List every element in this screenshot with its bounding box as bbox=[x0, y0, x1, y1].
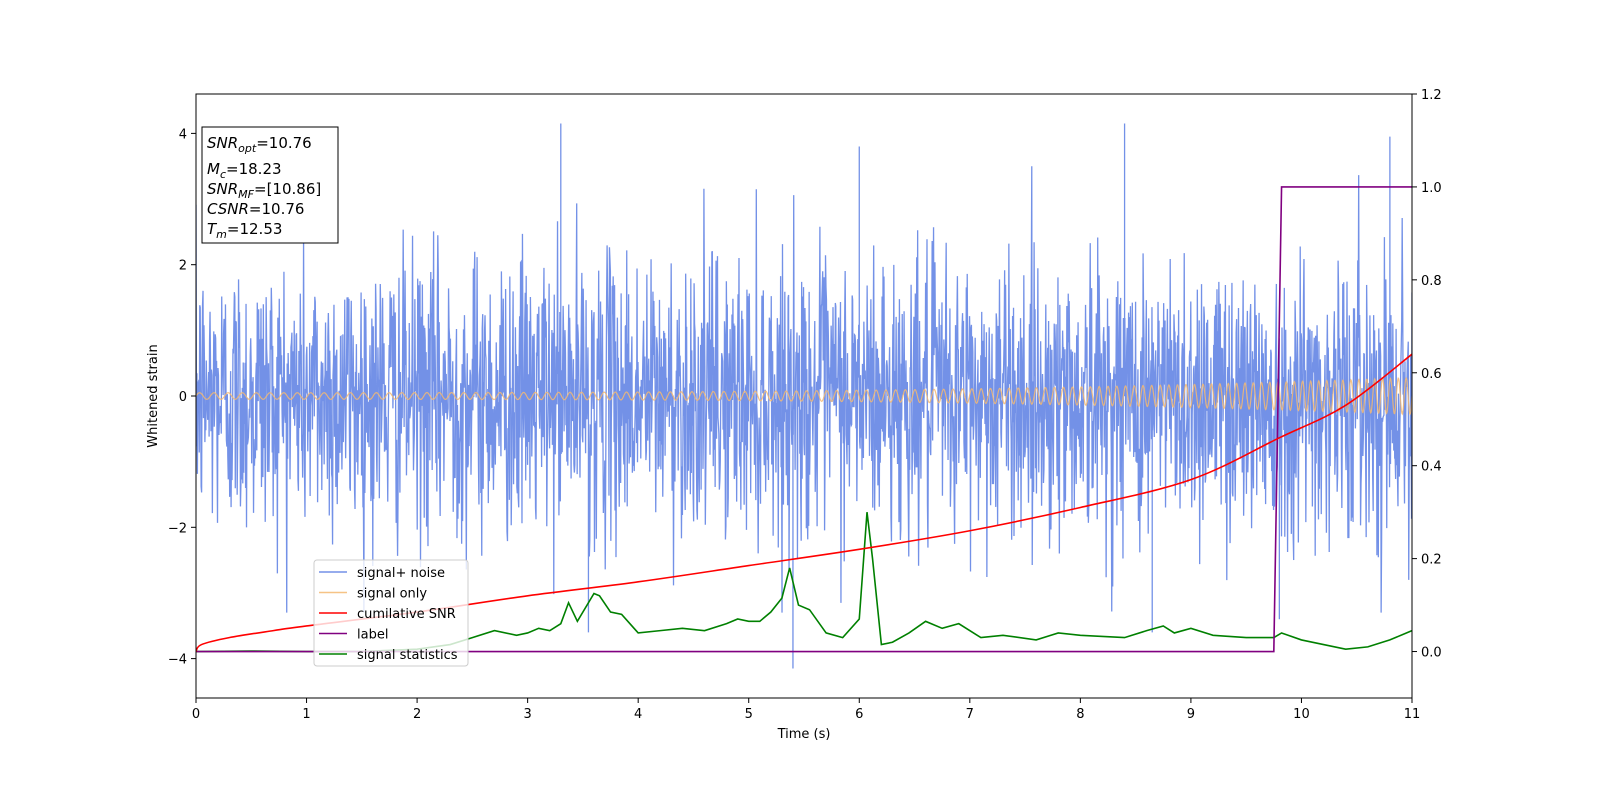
legend-label: signal statistics bbox=[357, 648, 458, 663]
info-line: CSNR=10.76 bbox=[207, 200, 304, 218]
legend: signal+ noise signal only cumilative SNR la… bbox=[313, 559, 469, 667]
info-line: SNRMF=[10.86] bbox=[207, 180, 321, 201]
legend-frame bbox=[313, 559, 469, 667]
info-value: =10.76 bbox=[256, 134, 312, 152]
y-right-tick-label: 1.2 bbox=[1421, 88, 1442, 103]
y-right-tick-label: 0.2 bbox=[1421, 553, 1442, 568]
y-right-tick-label: 0.8 bbox=[1421, 274, 1442, 289]
x-tick-label: 2 bbox=[413, 707, 421, 722]
info-subscript: opt bbox=[238, 142, 257, 155]
info-symbol: SNR bbox=[207, 180, 238, 198]
y-left-tick-label: 0 bbox=[179, 390, 187, 405]
axes-layer: 0 1 2 3 4 5 6 7 8 9 10 11 −4 −2 0 2 4 0.0 0.2 0.4 0.6 0.8 1.0 1… bbox=[168, 88, 1442, 722]
info-subscript: c bbox=[220, 168, 226, 181]
series-label bbox=[196, 186, 1412, 653]
series-cumulative-snr bbox=[196, 353, 1412, 653]
x-tick-label: 9 bbox=[1187, 707, 1195, 722]
x-tick-label: 5 bbox=[745, 707, 753, 722]
x-tick-label: 7 bbox=[966, 707, 974, 722]
y-right-tick-label: 0.4 bbox=[1421, 460, 1442, 475]
series-signal-statistics bbox=[196, 512, 1412, 653]
x-axis-label: Time (s) bbox=[777, 727, 831, 742]
info-value: =10.76 bbox=[249, 200, 305, 218]
x-tick-label: 6 bbox=[855, 707, 863, 722]
legend-label: signal+ noise bbox=[357, 566, 445, 581]
x-tick-label: 1 bbox=[302, 707, 310, 722]
info-line: SNRopt=10.76 bbox=[207, 134, 312, 155]
legend-label: label bbox=[357, 628, 388, 643]
legend-label: cumilative SNR bbox=[357, 607, 456, 622]
x-tick-label: 4 bbox=[634, 707, 642, 722]
info-symbol: SNR bbox=[207, 134, 238, 152]
x-tick-label: 3 bbox=[523, 707, 531, 722]
series-signal-only bbox=[196, 376, 1412, 416]
info-value: =[10.86] bbox=[254, 180, 321, 198]
y-axis-label: Whitened strain bbox=[146, 344, 161, 447]
x-tick-label: 8 bbox=[1076, 707, 1084, 722]
legend-label: signal only bbox=[357, 587, 427, 602]
y-left-tick-label: −4 bbox=[168, 653, 187, 668]
info-box: SNRopt=10.76Mc=18.23SNRMF=[10.86]CSNR=10… bbox=[201, 126, 339, 244]
info-line: Tm=12.53 bbox=[207, 220, 282, 241]
y-right-tick-label: 1.0 bbox=[1421, 181, 1442, 196]
info-value: =12.53 bbox=[227, 220, 283, 238]
y-left-tick-label: 2 bbox=[179, 259, 187, 274]
info-symbol: M bbox=[207, 160, 220, 178]
info-box-frame bbox=[201, 126, 339, 244]
info-subscript: MF bbox=[238, 188, 254, 201]
x-tick-label: 0 bbox=[192, 707, 200, 722]
info-line: Mc=18.23 bbox=[207, 160, 282, 181]
info-value: =18.23 bbox=[226, 160, 282, 178]
info-symbol: T bbox=[207, 220, 218, 238]
series-layer bbox=[196, 123, 1412, 669]
y-left-tick-label: −2 bbox=[168, 521, 187, 536]
y-left-tick-label: 4 bbox=[179, 127, 187, 142]
x-tick-label: 11 bbox=[1404, 707, 1421, 722]
info-symbol: CSNR bbox=[207, 200, 249, 218]
series-signal-noise bbox=[196, 123, 1412, 669]
y-right-tick-label: 0.0 bbox=[1421, 646, 1442, 661]
x-tick-label: 10 bbox=[1293, 707, 1310, 722]
info-subscript: m bbox=[216, 228, 227, 241]
y-right-tick-label: 0.6 bbox=[1421, 367, 1442, 382]
